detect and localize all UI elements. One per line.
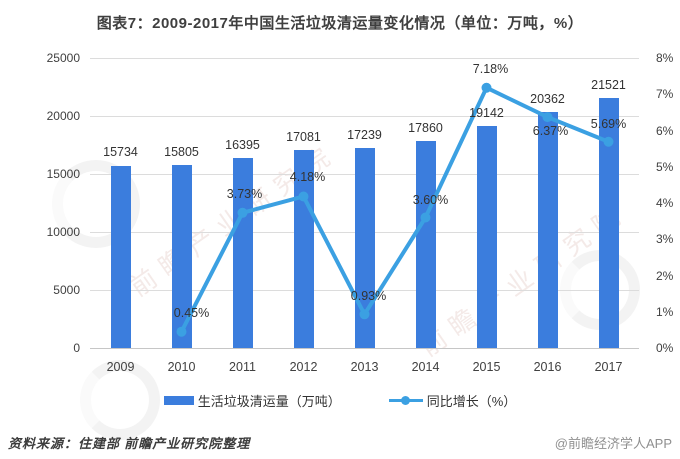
bar-2016 bbox=[537, 111, 558, 348]
gridline bbox=[90, 348, 639, 349]
line-marker bbox=[420, 212, 431, 223]
bar-value-label: 15734 bbox=[103, 145, 138, 160]
line-marker bbox=[359, 309, 370, 320]
x-axis-tick: 2016 bbox=[533, 360, 562, 374]
bar-value-label: 20362 bbox=[530, 91, 565, 106]
bar-2014 bbox=[415, 140, 436, 348]
y-axis-right-tick: 1% bbox=[656, 304, 674, 319]
line-value-label: 4.18% bbox=[289, 170, 326, 185]
bar-2010 bbox=[171, 164, 192, 348]
x-axis-tick: 2012 bbox=[289, 360, 318, 374]
bar-value-label: 17860 bbox=[408, 120, 443, 135]
y-axis-left-tick: 5000 bbox=[53, 283, 80, 297]
y-axis-left-tick: 15000 bbox=[46, 167, 80, 181]
bar-2017 bbox=[598, 98, 619, 348]
bar-2015 bbox=[476, 125, 497, 348]
legend-label-line-series: 同比增长（%） bbox=[426, 394, 517, 409]
y-axis-right-tick: 6% bbox=[656, 123, 674, 138]
y-axis-left-tick: 20000 bbox=[46, 109, 80, 123]
bar-2011 bbox=[232, 157, 253, 348]
x-axis-tick: 2015 bbox=[472, 360, 501, 374]
legend-label-bar-series: 生活垃圾清运量（万吨） bbox=[197, 394, 341, 409]
y-axis-right-tick: 4% bbox=[656, 196, 674, 210]
x-axis-tick: 2009 bbox=[106, 360, 135, 374]
line-value-label: 0.45% bbox=[173, 305, 210, 320]
line-marker bbox=[542, 112, 553, 123]
credit-note: @前瞻经济学人APP bbox=[554, 436, 672, 451]
bar-value-label: 17239 bbox=[347, 128, 382, 143]
bar-value-label: 21521 bbox=[591, 78, 626, 93]
bar-value-label: 19142 bbox=[469, 105, 504, 120]
gridline bbox=[90, 58, 639, 59]
line-marker bbox=[481, 82, 492, 93]
chart-title: 图表7：2009-2017年中国生活垃圾清运量变化情况（单位：万吨，%） bbox=[96, 15, 584, 32]
y-axis-left-tick: 10000 bbox=[46, 225, 80, 239]
line-value-label: 0.93% bbox=[350, 289, 387, 304]
line-value-label: 7.18% bbox=[472, 61, 509, 76]
line-series bbox=[176, 82, 614, 337]
y-axis-left-tick: 25000 bbox=[46, 51, 80, 65]
legend-item-line-series: 同比增长（%） bbox=[388, 391, 517, 410]
x-axis-tick: 2010 bbox=[167, 360, 196, 374]
x-axis-tick: 2013 bbox=[350, 360, 379, 374]
line-value-label: 6.37% bbox=[532, 124, 569, 139]
bar-2009 bbox=[110, 165, 131, 348]
line-marker bbox=[298, 191, 309, 202]
plot-area bbox=[90, 58, 639, 349]
data-source-note: 资料来源：住建部 前瞻产业研究院整理 bbox=[8, 436, 251, 451]
y-axis-right-tick: 7% bbox=[656, 87, 674, 102]
line-marker bbox=[603, 136, 614, 147]
legend-item-bar-series: 生活垃圾清运量（万吨） bbox=[163, 391, 341, 410]
y-axis-right-tick: 2% bbox=[656, 268, 674, 283]
y-axis-right-tick: 3% bbox=[656, 232, 674, 247]
y-axis-right-tick: 8% bbox=[656, 51, 674, 65]
bar-series-swatch-icon bbox=[163, 396, 194, 405]
growth-line bbox=[179, 85, 610, 333]
line-value-label: 3.73% bbox=[226, 186, 263, 201]
x-axis-tick: 2017 bbox=[594, 360, 623, 374]
gridline bbox=[90, 116, 639, 117]
legend: 生活垃圾清运量（万吨） 同比增长（%） bbox=[0, 391, 680, 410]
line-marker bbox=[176, 326, 187, 337]
bar-value-label: 16395 bbox=[225, 137, 260, 152]
x-axis-tick: 2011 bbox=[229, 360, 256, 374]
y-axis-right-tick: 5% bbox=[656, 159, 674, 174]
y-axis-right-tick: 0% bbox=[656, 341, 674, 355]
bar-value-label: 15805 bbox=[164, 144, 199, 159]
x-axis-tick: 2014 bbox=[411, 360, 440, 374]
line-value-label: 3.60% bbox=[412, 192, 449, 207]
line-value-label: 5.69% bbox=[590, 116, 627, 131]
y-axis-left-tick: 0 bbox=[73, 341, 80, 355]
bar-value-label: 17081 bbox=[286, 129, 321, 144]
line-marker bbox=[237, 207, 248, 218]
bar-2013 bbox=[354, 148, 375, 348]
line-series-swatch-icon bbox=[388, 396, 423, 405]
